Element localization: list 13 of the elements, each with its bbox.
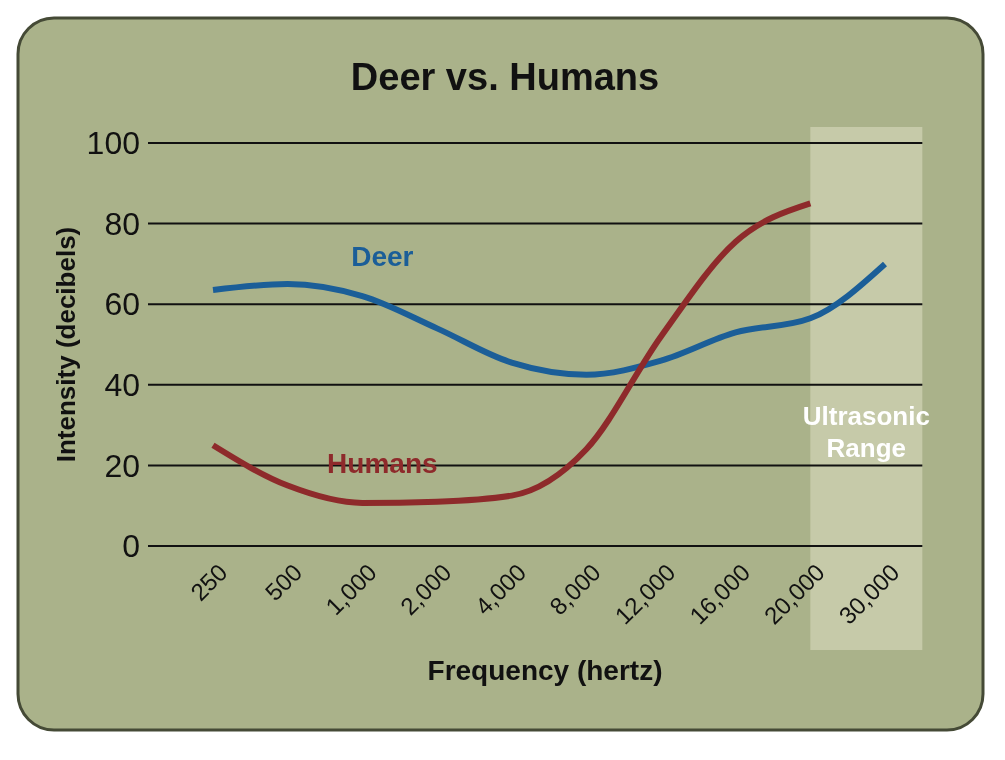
- series-label: Deer: [351, 241, 414, 273]
- y-axis-title: Intensity (decibels): [51, 226, 81, 463]
- y-tick-label: 80: [104, 205, 140, 242]
- x-tick-label: 500: [259, 558, 308, 606]
- y-tick-label: 40: [104, 367, 140, 403]
- x-axis-title: Frequency (hertz): [427, 655, 663, 686]
- band-label: Ultrasonic Range: [802, 401, 930, 464]
- y-tick-label: 20: [104, 447, 140, 484]
- y-tick-label: 60: [104, 286, 140, 323]
- chart-title: Deer vs. Humans: [350, 56, 660, 98]
- y-tick-label: 100: [86, 125, 140, 162]
- y-tick-label: 0: [122, 528, 140, 565]
- x-tick-label: 250: [185, 558, 233, 606]
